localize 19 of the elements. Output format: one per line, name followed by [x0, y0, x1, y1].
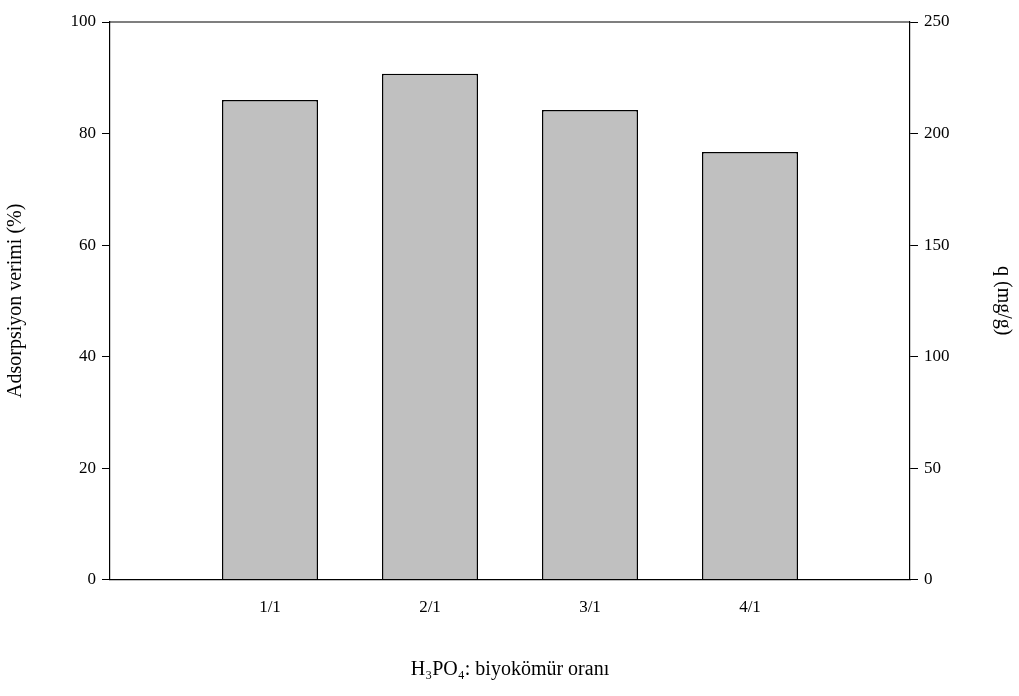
y2-tick-label: 50 [924, 457, 941, 477]
y2-tick-label: 200 [924, 122, 950, 142]
x-tick-label: 4/1 [739, 597, 761, 617]
y2-tick-label: 150 [924, 234, 950, 254]
y-tick-label: 0 [87, 569, 96, 589]
x-axis-title: H₃PO₄: biyokömür oranı [410, 657, 610, 681]
y-axis-title: Adsorpsiyon verimi (%) [3, 203, 27, 399]
x-tick-label: 1/1 [259, 597, 281, 617]
x-tick-label: 2/1 [419, 597, 441, 617]
y2-tick-label: 250 [924, 11, 950, 31]
y-tick-label: 60 [79, 234, 96, 254]
y2-axis-title: q (mg/g) [992, 266, 1016, 336]
y2-tick-label: 0 [924, 569, 933, 589]
y-tick-label: 100 [70, 11, 96, 31]
y-tick-label: 40 [79, 346, 96, 366]
y2-tick-label: 100 [924, 346, 950, 366]
x-tick-label: 3/1 [579, 597, 601, 617]
y-tick-label: 80 [79, 122, 96, 142]
y-tick-label: 20 [79, 457, 96, 477]
